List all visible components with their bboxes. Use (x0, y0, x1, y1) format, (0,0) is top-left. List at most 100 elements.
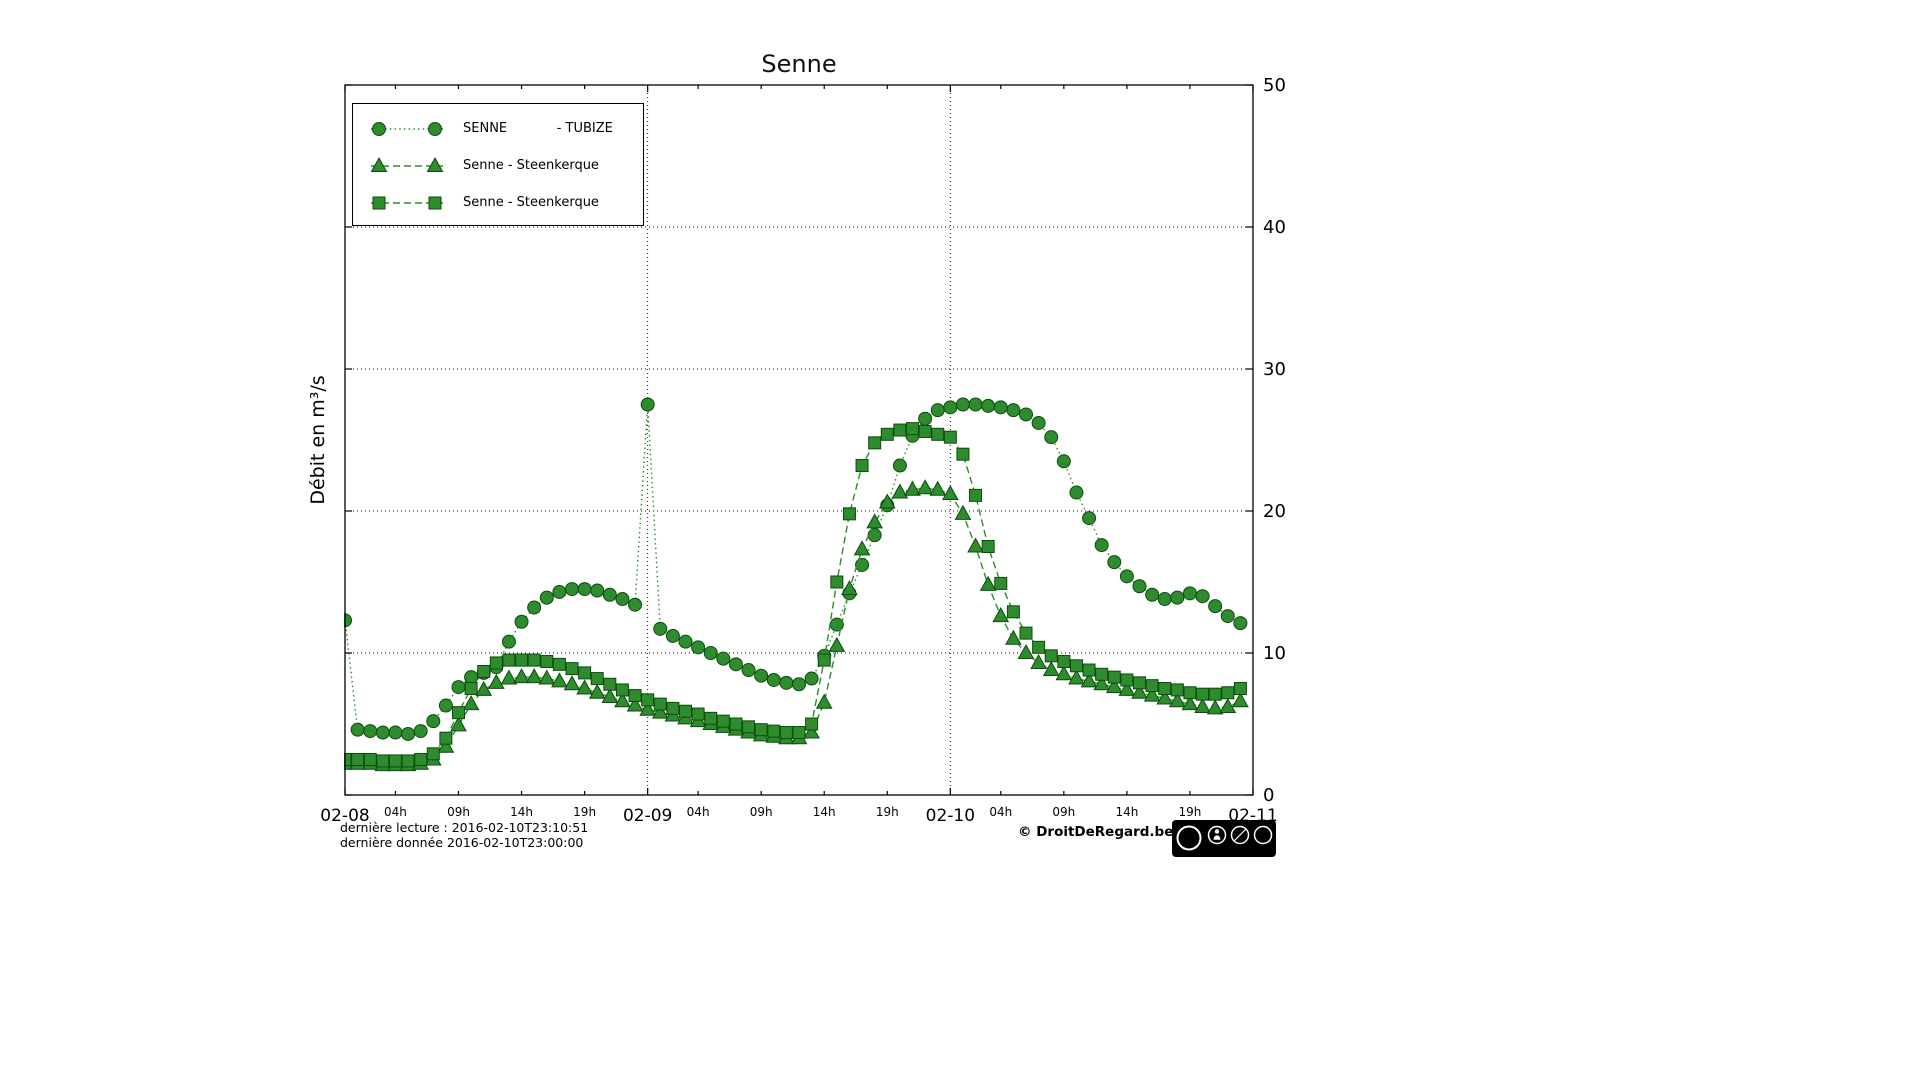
triangle-marker (992, 607, 1010, 623)
legend-marker-triangle (370, 156, 444, 172)
square-marker (1233, 682, 1247, 695)
circle-marker (779, 675, 794, 690)
circle-marker (741, 663, 756, 678)
square-marker (641, 693, 655, 707)
triangle-marker (803, 723, 820, 739)
x-minor-tick-label: 04h (989, 805, 1012, 819)
triangle-marker (1156, 689, 1174, 705)
triangle-marker (614, 692, 631, 708)
square-marker (931, 427, 945, 441)
circle-marker (552, 584, 567, 599)
chart-title: Senne (761, 50, 837, 78)
square-marker (842, 507, 856, 521)
circle-marker (968, 397, 983, 412)
cc-glyph: cc (1182, 832, 1195, 845)
circle-marker (1170, 590, 1185, 605)
circle-marker (943, 400, 958, 415)
circle-marker (1145, 587, 1160, 602)
x-minor-tick-label: 09h (447, 805, 470, 819)
square-marker (1095, 667, 1109, 681)
triangle-marker (1017, 643, 1035, 659)
y-tick-label: 10 (1263, 643, 1286, 664)
square-marker (1133, 676, 1146, 690)
x-minor-tick-label: 14h (510, 805, 533, 819)
triangle-marker (525, 668, 543, 684)
circle-marker (527, 600, 542, 615)
circle-marker (1044, 430, 1059, 445)
legend-label: Senne - Steenkerque (463, 158, 599, 173)
square-marker (729, 717, 743, 731)
circle-marker (754, 668, 769, 683)
nc-dollar-glyph: $ (1237, 832, 1243, 842)
cc-circle (1176, 825, 1202, 851)
square-marker (830, 575, 844, 589)
square-marker (792, 726, 806, 740)
circle-marker (350, 722, 365, 737)
circle-marker (1056, 454, 1071, 469)
square-marker (578, 666, 592, 680)
square-marker (565, 662, 579, 676)
legend-label: Senne - Steenkerque (463, 195, 599, 210)
triangle-marker (841, 580, 858, 596)
circle-marker (363, 724, 378, 739)
square-marker (1158, 682, 1172, 695)
plot-frame (344, 84, 1254, 796)
triangle-marker (437, 737, 455, 753)
series-senne-steenkerque-2 (344, 422, 1247, 768)
by-label: BY (1213, 849, 1221, 856)
sa-arrow-glyph: ↻ (1259, 831, 1267, 842)
triangle-marker (929, 480, 947, 496)
x-minor-tick-label: 04h (384, 805, 407, 819)
triangle-marker (601, 687, 619, 704)
square-marker (880, 427, 894, 441)
circle-marker (766, 672, 781, 687)
circle-marker (1094, 538, 1109, 553)
circle-marker (855, 557, 870, 572)
square-marker (515, 653, 529, 667)
legend-item-senne-steenkerque-2: Senne - Steenkerque (367, 189, 643, 216)
square-marker (943, 430, 957, 444)
circle-marker (653, 621, 668, 636)
triangle-marker (1181, 695, 1199, 711)
triangle-marker (551, 672, 568, 688)
triangle-marker (891, 483, 909, 499)
x-minor-tick-label: 09h (750, 805, 773, 819)
x-major-tick-label: 02-08 (320, 806, 369, 826)
square-marker (428, 196, 442, 209)
square-marker (1120, 673, 1134, 687)
series-line-senne-steenkerque-1 (345, 487, 1241, 766)
triangle-marker (1118, 680, 1136, 696)
square-marker (691, 707, 705, 721)
nc-label: NC (1236, 849, 1245, 856)
square-marker (855, 459, 869, 473)
square-marker (477, 664, 491, 678)
y-tick-label: 20 (1263, 501, 1286, 522)
circle-marker (1195, 589, 1210, 604)
square-marker (1057, 655, 1071, 669)
triangle-marker (626, 696, 644, 712)
triangle-marker (500, 669, 518, 685)
x-minor-tick-label: 19h (573, 805, 596, 819)
legend-item-senne-tubize: SENNE - TUBIZE (367, 115, 643, 142)
square-marker (452, 706, 465, 720)
triangle-marker (1042, 661, 1060, 677)
triangle-marker (513, 668, 530, 684)
square-marker (372, 196, 386, 209)
square-marker (1107, 670, 1121, 684)
triangle-marker (853, 540, 871, 556)
triangle-marker (487, 673, 505, 689)
circle-marker (577, 582, 592, 597)
x-major-tick-label: 02-09 (623, 806, 672, 826)
circle-marker (1082, 511, 1097, 526)
triangle-marker (1194, 697, 1211, 713)
y-tick-label: 30 (1263, 359, 1286, 380)
circle-marker (1119, 569, 1134, 584)
circle-marker (375, 725, 390, 740)
square-marker (956, 447, 970, 461)
circle-marker (955, 397, 970, 412)
circle-marker (678, 634, 693, 649)
triangle-marker (462, 695, 480, 711)
circle-marker (981, 398, 996, 413)
